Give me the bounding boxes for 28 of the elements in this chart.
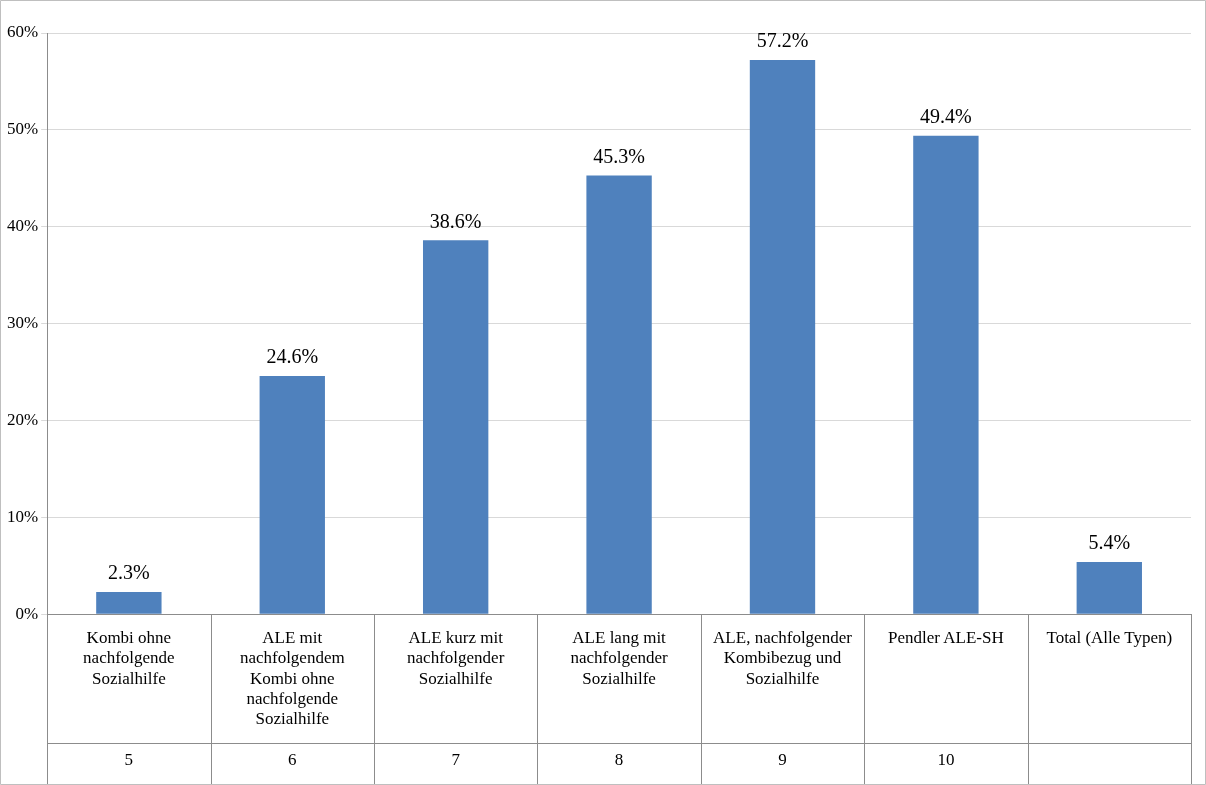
x-tick-label: Total (Alle Typen) [1046,627,1173,647]
category-label: Kombi ohne nachfolgende Sozialhilfe 5 [83,627,175,770]
bar [1076,561,1142,614]
data-label: 2.3% [108,561,150,584]
data-label: 45.3% [593,144,645,167]
category-label: ALE lang mit nachfolgender Sozialhilfe 8 [570,627,668,770]
category-label: ALE mit nachfolgendem Kombi ohne nachfolgende Sozialhilfe 6 [239,627,345,770]
bar [586,175,652,614]
category-label: ALE kurz mit nachfolgender Sozialhilfe 7 [407,627,505,770]
y-tick-label: 60% [6,22,39,42]
y-tick-label: 30% [6,313,39,333]
category-label: ALE, nachfolgender Kombibezug und Sozialhilfe 9 [713,627,852,770]
y-tick-label: 20% [6,409,39,429]
y-tick-label: 40% [6,216,39,236]
data-label: 57.2% [756,29,809,52]
y-tick-label: 0% [15,603,39,623]
y-tick-label: 10% [6,506,39,526]
bar [913,135,979,614]
data-label: 49.4% [920,104,972,127]
bar [96,591,162,614]
category-label: Pendler ALE-SH 10 [888,627,1004,770]
data-label: 5.4% [1088,531,1131,554]
bar [749,60,816,614]
y-tick-label: 50% [6,119,39,139]
bar [422,240,489,614]
bar [259,375,325,614]
data-label: 24.6% [266,345,319,368]
data-label: 38.6% [429,209,482,232]
